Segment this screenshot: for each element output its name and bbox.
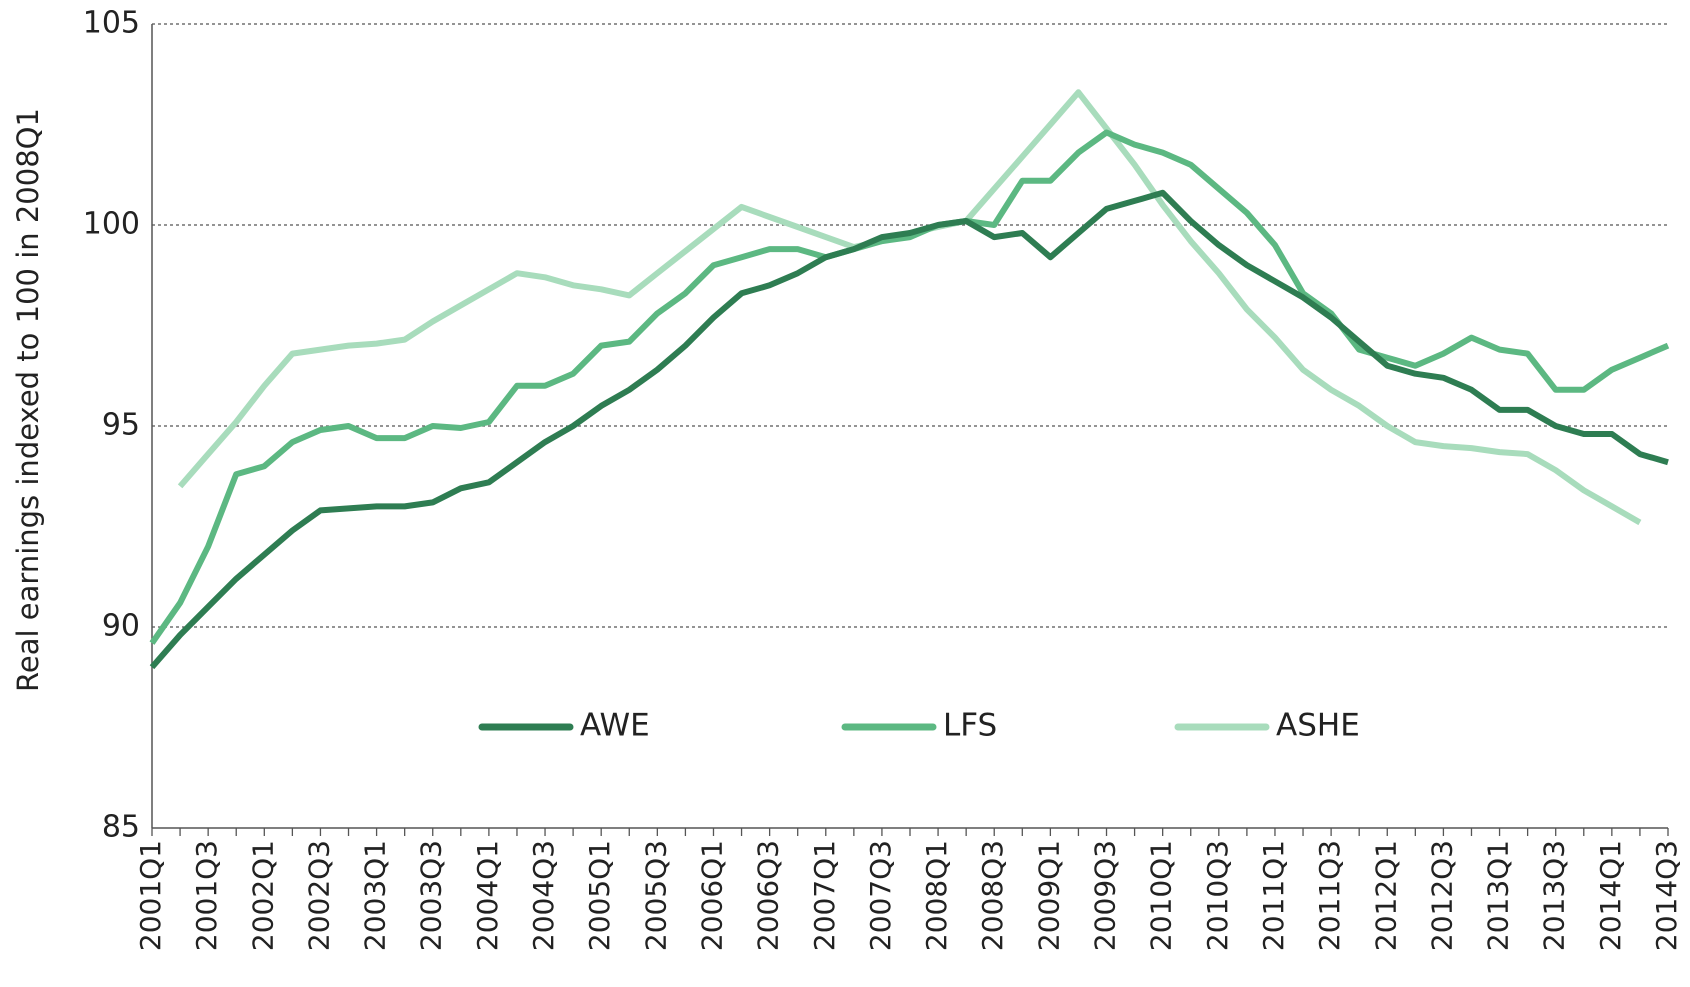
series-line [177, 89, 1642, 526]
legend-label: ASHE [1276, 708, 1360, 744]
y-tick-label: 100 [83, 207, 140, 242]
x-tick-label: 2011Q1 [1257, 840, 1290, 951]
x-tick-label: 2006Q3 [752, 840, 785, 951]
x-tick-label: 2013Q3 [1538, 840, 1571, 951]
x-tick-label: 2007Q1 [808, 840, 841, 951]
x-tick-label: 2007Q3 [864, 840, 897, 951]
x-tick-label: 2012Q3 [1425, 840, 1458, 951]
legend-label: LFS [943, 708, 997, 744]
y-tick-label: 90 [102, 609, 140, 644]
y-tick-label: 105 [83, 6, 140, 41]
x-tick-label: 2011Q3 [1313, 840, 1346, 951]
series-line [149, 129, 1670, 645]
y-tick-label: 95 [102, 408, 140, 443]
x-tick-label: 2010Q3 [1201, 840, 1234, 951]
x-tick-label: 2013Q1 [1482, 840, 1515, 951]
x-tick-label: 2006Q1 [695, 840, 728, 951]
x-tick-label: 2009Q1 [1032, 840, 1065, 951]
x-tick-label: 2008Q1 [920, 840, 953, 951]
x-tick-label: 2004Q3 [527, 840, 560, 951]
y-tick-label: 85 [102, 810, 140, 845]
x-tick-label: 2010Q1 [1145, 840, 1178, 951]
x-tick-label: 2002Q1 [246, 840, 279, 951]
y-axis-label: Real earnings indexed to 100 in 2008Q1 [11, 108, 45, 692]
x-tick-label: 2004Q1 [471, 840, 504, 951]
x-tick-label: 2014Q3 [1650, 840, 1683, 951]
x-tick-label: 2009Q3 [1089, 840, 1122, 951]
legend-label: AWE [580, 708, 650, 744]
x-tick-label: 2002Q3 [302, 840, 335, 951]
x-tick-label: 2001Q1 [134, 840, 167, 951]
x-tick-label: 2008Q3 [976, 840, 1009, 951]
x-tick-label: 2003Q3 [415, 840, 448, 951]
x-tick-label: 2005Q3 [639, 840, 672, 951]
x-tick-label: 2003Q1 [359, 840, 392, 951]
x-tick-label: 2001Q3 [190, 840, 223, 951]
series-line [149, 189, 1669, 670]
x-tick-label: 2012Q1 [1369, 840, 1402, 951]
x-tick-label: 2014Q1 [1594, 840, 1627, 951]
x-tick-label: 2005Q1 [583, 840, 616, 951]
